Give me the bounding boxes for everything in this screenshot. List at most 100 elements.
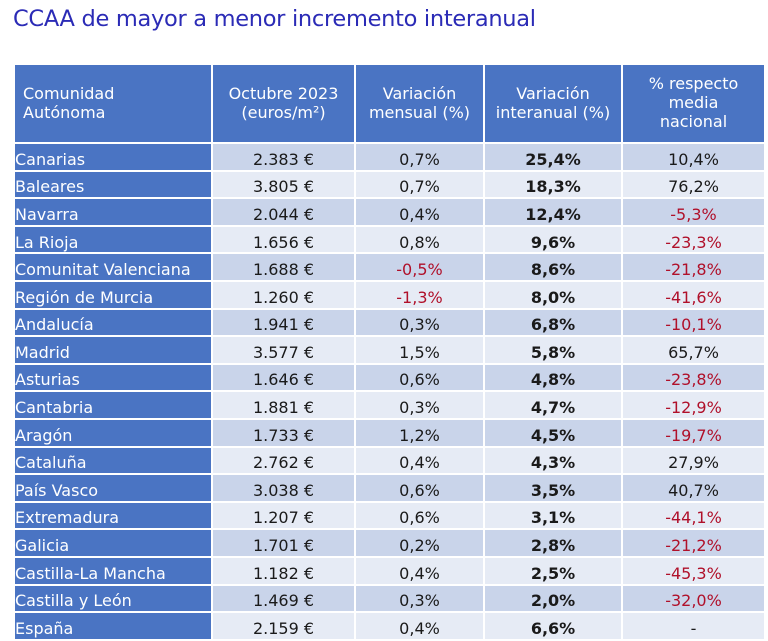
monthly-variation-cell: 0,3% bbox=[354, 307, 485, 338]
region-name-cell: Navarra bbox=[13, 197, 213, 227]
table-row: Andalucía 1.941 €0,3% 6,8% -10,1% bbox=[13, 307, 766, 338]
price-cell: 1.941 € bbox=[211, 307, 356, 338]
annual-variation-cell: 2,8% bbox=[483, 528, 623, 558]
annual-variation-cell: 4,5% bbox=[483, 417, 623, 448]
monthly-variation-cell: -0,5% bbox=[354, 252, 485, 282]
annual-variation-cell: 6,6% bbox=[483, 611, 623, 641]
region-name-cell: Aragón bbox=[13, 417, 213, 448]
monthly-variation-cell: 0,6% bbox=[354, 473, 485, 503]
header-monthly: Variación mensual (%) bbox=[354, 63, 485, 144]
region-name-cell: Andalucía bbox=[13, 307, 213, 338]
price-cell: 1.881 € bbox=[211, 390, 356, 420]
price-cell: 2.762 € bbox=[211, 445, 356, 476]
table-row: Madrid 3.577 €1,5% 5,8% 65,7% bbox=[13, 335, 766, 365]
national-percent-cell: - bbox=[621, 611, 766, 641]
annual-variation-cell: 5,8% bbox=[483, 335, 623, 365]
table-body: Canarias 2.383 €0,7% 25,4% 10,4% Baleares 3.8… bbox=[13, 142, 766, 641]
national-percent-cell: 10,4% bbox=[621, 142, 766, 172]
annual-variation-cell: 9,6% bbox=[483, 224, 623, 255]
region-name-cell: Comunitat Valenciana bbox=[13, 252, 213, 282]
header-price: Octubre 2023 (euros/m²) bbox=[211, 63, 356, 144]
national-percent-cell: -19,7% bbox=[621, 417, 766, 448]
price-cell: 1.469 € bbox=[211, 583, 356, 614]
national-percent-cell: -23,8% bbox=[621, 362, 766, 393]
region-name-cell: Castilla y León bbox=[13, 583, 213, 614]
ccaa-table: Comunidad Autónoma Octubre 2023 (euros/m… bbox=[13, 63, 766, 641]
price-cell: 1.207 € bbox=[211, 500, 356, 531]
region-name-cell: País Vasco bbox=[13, 473, 213, 503]
monthly-variation-cell: 1,5% bbox=[354, 335, 485, 365]
price-cell: 1.688 € bbox=[211, 252, 356, 282]
annual-variation-cell: 8,6% bbox=[483, 252, 623, 282]
monthly-variation-cell: 0,6% bbox=[354, 500, 485, 531]
national-percent-cell: -23,3% bbox=[621, 224, 766, 255]
monthly-variation-cell: -1,3% bbox=[354, 279, 485, 310]
national-percent-cell: 76,2% bbox=[621, 169, 766, 200]
national-percent-cell: -5,3% bbox=[621, 197, 766, 227]
region-name-cell: Asturias bbox=[13, 362, 213, 393]
table-row: Comunitat Valenciana 1.688 € -0,5% 8,6% -21,… bbox=[13, 252, 766, 282]
annual-variation-cell: 4,8% bbox=[483, 362, 623, 393]
region-name-cell: España bbox=[13, 611, 213, 641]
monthly-variation-cell: 0,7% bbox=[354, 142, 485, 172]
price-cell: 3.577 € bbox=[211, 335, 356, 365]
monthly-variation-cell: 0,4% bbox=[354, 611, 485, 641]
price-cell: 1.646 € bbox=[211, 362, 356, 393]
table-row: Cantabria 1.881 €0,3% 4,7% -12,9% bbox=[13, 390, 766, 420]
monthly-variation-cell: 0,4% bbox=[354, 197, 485, 227]
monthly-variation-cell: 0,3% bbox=[354, 583, 485, 614]
national-percent-cell: -10,1% bbox=[621, 307, 766, 338]
monthly-variation-cell: 0,3% bbox=[354, 390, 485, 420]
annual-variation-cell: 2,5% bbox=[483, 555, 623, 586]
annual-variation-cell: 6,8% bbox=[483, 307, 623, 338]
region-name-cell: Cataluña bbox=[13, 445, 213, 476]
national-percent-cell: -44,1% bbox=[621, 500, 766, 531]
table-row: Aragón 1.733 €1,2% 4,5% -19,7% bbox=[13, 417, 766, 448]
price-cell: 1.733 € bbox=[211, 417, 356, 448]
table-row: Navarra 2.044 €0,4% 12,4% -5,3% bbox=[13, 197, 766, 227]
table-row: Baleares 3.805 €0,7% 18,3% 76,2% bbox=[13, 169, 766, 200]
monthly-variation-cell: 0,8% bbox=[354, 224, 485, 255]
monthly-variation-cell: 0,4% bbox=[354, 555, 485, 586]
annual-variation-cell: 3,5% bbox=[483, 473, 623, 503]
national-percent-cell: -12,9% bbox=[621, 390, 766, 420]
price-cell: 3.805 € bbox=[211, 169, 356, 200]
region-name-cell: Canarias bbox=[13, 142, 213, 172]
annual-variation-cell: 12,4% bbox=[483, 197, 623, 227]
price-cell: 3.038 € bbox=[211, 473, 356, 503]
region-name-cell: Extremadura bbox=[13, 500, 213, 531]
annual-variation-cell: 2,0% bbox=[483, 583, 623, 614]
annual-variation-cell: 3,1% bbox=[483, 500, 623, 531]
price-cell: 2.159 € bbox=[211, 611, 356, 641]
national-percent-cell: -45,3% bbox=[621, 555, 766, 586]
region-name-cell: Madrid bbox=[13, 335, 213, 365]
monthly-variation-cell: 0,7% bbox=[354, 169, 485, 200]
table-row: Castilla-La Mancha 1.182 €0,4% 2,5% -45,3% bbox=[13, 555, 766, 586]
price-cell: 1.656 € bbox=[211, 224, 356, 255]
header-region: Comunidad Autónoma bbox=[13, 63, 213, 144]
national-percent-cell: -21,2% bbox=[621, 528, 766, 558]
national-percent-cell: -32,0% bbox=[621, 583, 766, 614]
annual-variation-cell: 8,0% bbox=[483, 279, 623, 310]
table-row: Asturias 1.646 €0,6% 4,8% -23,8% bbox=[13, 362, 766, 393]
header-national: % respecto media nacional bbox=[621, 63, 766, 144]
monthly-variation-cell: 1,2% bbox=[354, 417, 485, 448]
region-name-cell: Región de Murcia bbox=[13, 279, 213, 310]
table-row: Castilla y León 1.469 €0,3% 2,0% -32,0% bbox=[13, 583, 766, 614]
national-percent-cell: -21,8% bbox=[621, 252, 766, 282]
national-percent-cell: 65,7% bbox=[621, 335, 766, 365]
price-cell: 2.383 € bbox=[211, 142, 356, 172]
table-row: País Vasco 3.038 €0,6% 3,5% 40,7% bbox=[13, 473, 766, 503]
price-cell: 1.701 € bbox=[211, 528, 356, 558]
monthly-variation-cell: 0,2% bbox=[354, 528, 485, 558]
page-title: CCAA de mayor a menor incremento interan… bbox=[13, 6, 536, 32]
region-name-cell: Galicia bbox=[13, 528, 213, 558]
table-row: España 2.159 €0,4% 6,6% - bbox=[13, 611, 766, 641]
table-row: Canarias 2.383 €0,7% 25,4% 10,4% bbox=[13, 142, 766, 172]
header-annual: Variación interanual (%) bbox=[483, 63, 623, 144]
header-row: Comunidad Autónoma Octubre 2023 (euros/m… bbox=[13, 63, 766, 144]
table-row: La Rioja 1.656 €0,8% 9,6% -23,3% bbox=[13, 224, 766, 255]
price-cell: 1.182 € bbox=[211, 555, 356, 586]
table-row: Galicia 1.701 €0,2% 2,8% -21,2% bbox=[13, 528, 766, 558]
region-name-cell: La Rioja bbox=[13, 224, 213, 255]
